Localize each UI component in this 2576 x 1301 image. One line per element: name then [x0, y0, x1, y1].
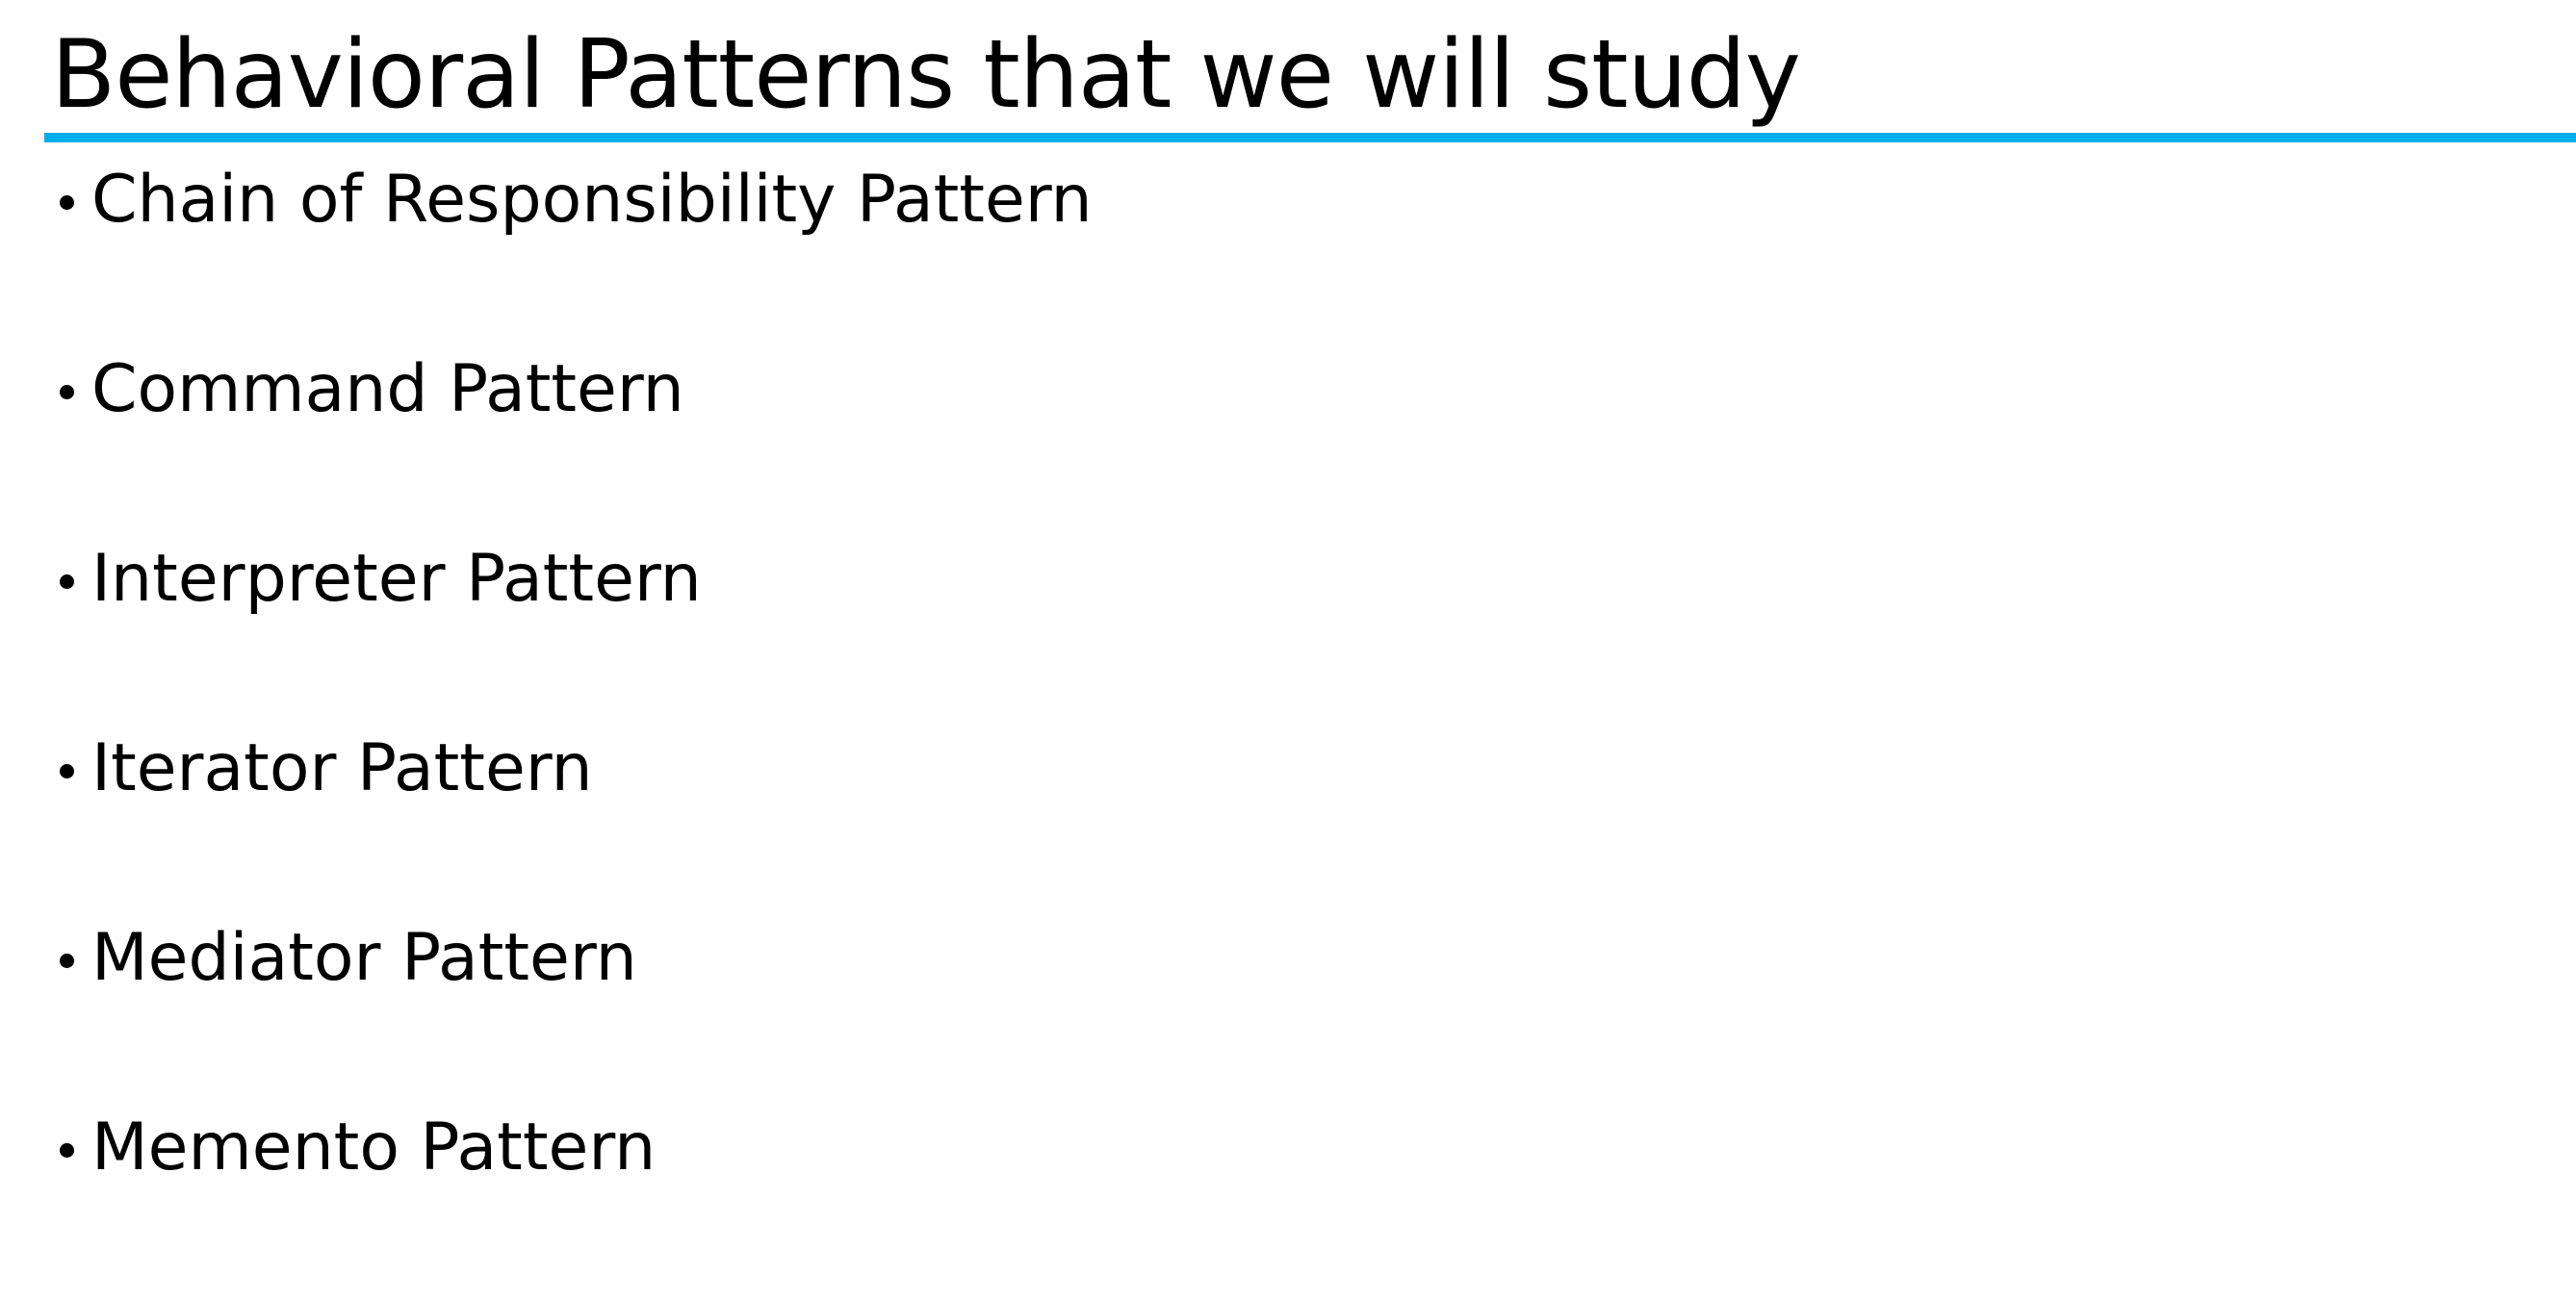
list-item-label: Memento Pattern — [91, 1110, 657, 1186]
bullet-icon — [60, 953, 74, 968]
list-item: Iterator Pattern — [60, 721, 593, 817]
title-underline — [44, 133, 2576, 142]
list-item: Mediator Pattern — [60, 910, 637, 1007]
list-item: Memento Pattern — [60, 1100, 656, 1196]
bullet-icon — [60, 1142, 74, 1158]
list-item: Command Pattern — [60, 342, 684, 438]
list-item-label: Iterator Pattern — [91, 730, 593, 806]
list-item: Interpreter Pattern — [60, 531, 702, 627]
bullet-icon — [60, 384, 74, 399]
list-item-label: Chain of Responsibility Pattern — [91, 162, 1093, 238]
list-item-label: Interpreter Pattern — [91, 541, 702, 617]
bullet-icon — [60, 574, 74, 589]
list-item: Chain of Responsibility Pattern — [60, 152, 1093, 248]
list-item-label: Mediator Pattern — [91, 920, 637, 996]
bullet-icon — [60, 763, 74, 778]
list-item-label: Command Pattern — [91, 351, 684, 427]
slide-title: Behavioral Patterns that we will study — [51, 20, 1801, 130]
bullet-icon — [60, 194, 74, 210]
